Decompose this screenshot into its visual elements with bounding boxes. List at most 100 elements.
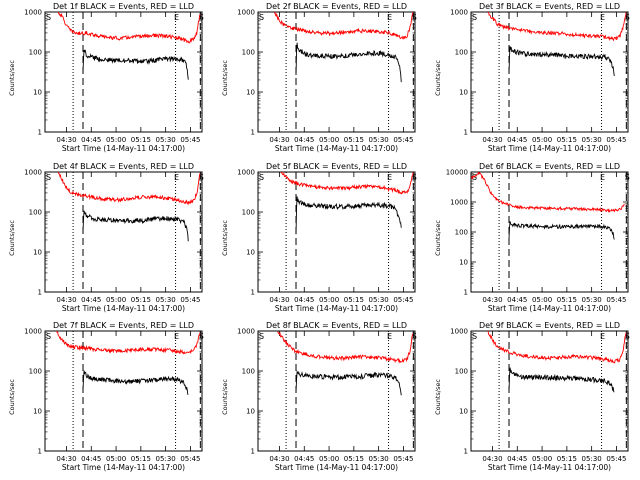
y-tick-label: 100: [29, 209, 42, 217]
x-tick-label: 04:45: [507, 296, 527, 304]
panel-det-1: Det 1f BLACK = Events, RED = LLD 1 10 100 10…: [8, 2, 204, 153]
x-tick-label: 04:30: [482, 296, 502, 304]
y-axis-label: Counts/sec: [221, 379, 229, 415]
x-tick-label: 05:30: [156, 136, 176, 144]
x-tick-label: 05:15: [344, 136, 364, 144]
x-tick-label: 04:45: [81, 455, 101, 463]
chart-title: Det 4f BLACK = Events, RED = LLD: [53, 162, 194, 171]
x-tick-label: 05:15: [344, 455, 364, 463]
series-events-line: [295, 196, 402, 235]
series-lld-line: [280, 172, 414, 195]
y-axis-label: Counts/sec: [434, 60, 442, 96]
x-tick-label: 05:00: [319, 136, 339, 144]
event-marker-s: S: [625, 173, 630, 182]
y-tick-label: 1000: [450, 199, 468, 207]
x-tick-label: 04:30: [482, 455, 502, 463]
plot-frame: [44, 330, 203, 452]
y-tick-label: 1000: [237, 328, 255, 336]
x-tick-label: 05:15: [131, 455, 151, 463]
chart-title: Det 3f BLACK = Events, RED = LLD: [479, 2, 620, 11]
x-tick-label: 05:30: [369, 296, 389, 304]
x-tick-label: 05:00: [319, 455, 339, 463]
y-tick-label: 100: [242, 368, 255, 376]
x-axis-label: Start Time (14-May-11 04:17:00): [488, 144, 611, 153]
x-tick-label: 05:15: [131, 296, 151, 304]
x-tick-label: 04:30: [56, 296, 76, 304]
plot-frame: [257, 11, 416, 133]
series-events-line: [508, 221, 615, 240]
x-axis-label: Start Time (14-May-11 04:17:00): [62, 463, 185, 472]
y-axis-label: Counts/sec: [221, 60, 229, 96]
x-tick-label: 05:00: [106, 296, 126, 304]
x-tick-label: 05:45: [606, 455, 626, 463]
x-tick-label: 05:00: [319, 296, 339, 304]
y-tick-label: 1: [464, 289, 468, 297]
plot-frame: [470, 11, 629, 133]
series-events-line: [295, 42, 402, 83]
plot-frame: [470, 330, 629, 452]
x-tick-label: 05:45: [393, 455, 413, 463]
panel-det-2: Det 2f BLACK = Events, RED = LLD 1 10 100 10…: [221, 2, 417, 153]
series-lld-line: [277, 331, 414, 364]
x-tick-label: 04:30: [56, 136, 76, 144]
event-marker-e: E: [387, 332, 392, 341]
y-tick-label: 10: [33, 249, 42, 257]
x-axis-label: Start Time (14-May-11 04:17:00): [275, 304, 398, 313]
event-marker-s: S: [259, 13, 264, 22]
event-marker-s: S: [412, 13, 417, 22]
x-tick-label: 05:00: [532, 455, 552, 463]
y-tick-label: 1: [38, 289, 42, 297]
x-tick-label: 05:45: [180, 136, 200, 144]
y-tick-label: 10: [33, 408, 42, 416]
event-marker-e: E: [600, 173, 605, 182]
x-tick-label: 04:45: [507, 455, 527, 463]
event-marker-e: E: [600, 332, 605, 341]
x-tick-label: 05:15: [557, 136, 577, 144]
event-marker-e: E: [387, 13, 392, 22]
x-tick-label: 05:45: [180, 296, 200, 304]
x-tick-label: 05:45: [606, 136, 626, 144]
series-lld-line: [57, 172, 201, 206]
chart-title: Det 2f BLACK = Events, RED = LLD: [266, 2, 407, 11]
x-tick-label: 04:45: [81, 136, 101, 144]
y-tick-label: 10: [459, 89, 468, 97]
x-tick-label: 05:15: [131, 136, 151, 144]
y-tick-label: 100: [455, 49, 468, 57]
y-tick-label: 10: [246, 89, 255, 97]
series-lld-line: [57, 12, 201, 44]
y-axis-label: Counts/sec: [8, 379, 16, 415]
x-tick-label: 05:45: [393, 136, 413, 144]
y-tick-label: 100: [455, 229, 468, 237]
x-tick-label: 05:15: [344, 296, 364, 304]
event-marker-s: S: [412, 173, 417, 182]
event-marker-e: E: [600, 13, 605, 22]
y-tick-label: 100: [29, 368, 42, 376]
plot-frame: [44, 11, 203, 133]
x-tick-label: 04:30: [269, 136, 289, 144]
event-marker-s: S: [199, 173, 204, 182]
event-marker-e: E: [174, 13, 179, 22]
x-tick-label: 05:30: [582, 296, 602, 304]
event-marker-s: S: [472, 13, 477, 22]
event-marker-s: S: [46, 332, 51, 341]
x-tick-label: 04:45: [81, 296, 101, 304]
y-tick-label: 100: [455, 368, 468, 376]
x-axis-label: Start Time (14-May-11 04:17:00): [62, 144, 185, 153]
y-tick-label: 1: [464, 448, 468, 456]
event-marker-e: E: [174, 332, 179, 341]
panel-det-7: Det 7f BLACK = Events, RED = LLD 1 10 100 10…: [8, 321, 204, 472]
x-tick-label: 05:30: [369, 136, 389, 144]
y-tick-label: 1000: [237, 169, 255, 177]
y-tick-label: 1000: [450, 328, 468, 336]
plot-frame: [44, 171, 203, 293]
panel-det-3: Det 3f BLACK = Events, RED = LLD 1 10 100 10…: [434, 2, 630, 153]
panel-det-5: Det 5f BLACK = Events, RED = LLD 1 10 100 10…: [221, 162, 417, 313]
series-lld-line: [471, 172, 625, 213]
y-tick-label: 1000: [24, 169, 42, 177]
x-tick-label: 04:30: [269, 455, 289, 463]
chart-title: Det 8f BLACK = Events, RED = LLD: [266, 321, 407, 330]
plot-frame: [257, 330, 416, 452]
x-tick-label: 05:30: [582, 136, 602, 144]
panel-det-8: Det 8f BLACK = Events, RED = LLD 1 10 100 10…: [221, 321, 417, 472]
